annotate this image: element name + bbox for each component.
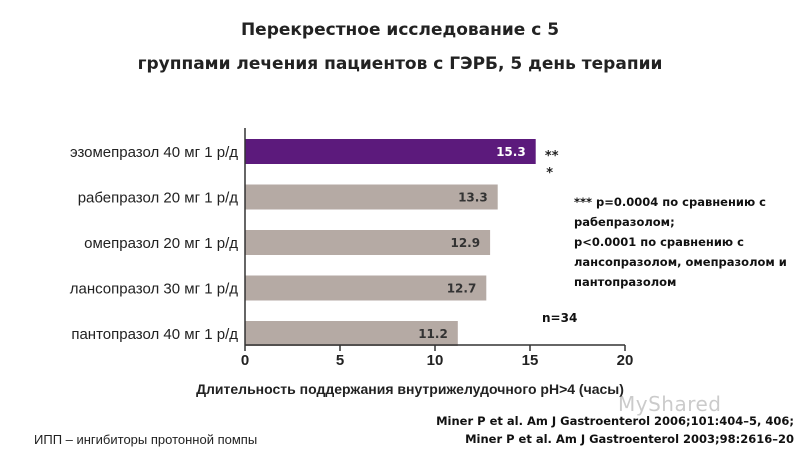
category-label: эзомепразол 40 мг 1 р/д bbox=[70, 144, 238, 161]
bar-value-label: 15.3 bbox=[496, 145, 526, 159]
bar bbox=[245, 230, 491, 255]
reference-line: Miner P et al. Am J Gastroenterol 2006;1… bbox=[436, 414, 794, 428]
x-axis-label: Длительность поддержания внутрижелудочно… bbox=[196, 381, 624, 397]
bar bbox=[245, 275, 487, 301]
chart-title-line-1: Перекрестное исследование с 5 bbox=[240, 20, 560, 40]
category-label: пантопразол 40 мг 1 р/д bbox=[71, 326, 238, 343]
category-label: лансопразол 30 мг 1 р/д bbox=[70, 281, 238, 298]
x-tick-label: 20 bbox=[617, 352, 634, 369]
footnote-line: лансопразолом, омепразолом и bbox=[574, 255, 787, 269]
significance-marks: *** bbox=[545, 149, 559, 181]
footnote-line: рабепразолом; bbox=[574, 215, 675, 229]
sample-size-label: n=34 bbox=[542, 311, 578, 325]
bar-value-label: 13.3 bbox=[458, 191, 488, 205]
x-tick-label: 10 bbox=[427, 352, 444, 369]
reference-line: Miner P et al. Am J Gastroenterol 2003;9… bbox=[465, 432, 794, 446]
category-labels: эзомепразол 40 мг 1 р/д рабепразол 20 мг … bbox=[70, 144, 238, 343]
bar bbox=[245, 321, 458, 346]
x-tick-label: 5 bbox=[336, 352, 344, 369]
bar-value-label: 11.2 bbox=[418, 327, 448, 341]
bars-group: 15.3 13.3 12.9 12.7 11.2 bbox=[245, 139, 536, 346]
x-axis: 0 5 10 15 20 bbox=[241, 128, 634, 369]
x-tick-label: 0 bbox=[241, 352, 249, 369]
category-label: рабепразол 20 мг 1 р/д bbox=[78, 190, 239, 207]
chart-title-line-2: группами лечения пациентов с ГЭРБ, 5 ден… bbox=[137, 54, 663, 74]
significance-mark: * bbox=[546, 166, 553, 181]
significance-mark: ** bbox=[545, 149, 559, 164]
references: Miner P et al. Am J Gastroenterol 2006;1… bbox=[436, 412, 794, 448]
footnote-line: *** p=0.0004 по сравнению с bbox=[574, 195, 766, 209]
abbreviation-note: ИПП – ингибиторы протонной помпы bbox=[34, 432, 258, 447]
footnote-line: p<0.0001 по сравнению с bbox=[574, 235, 744, 249]
x-tick-label: 15 bbox=[522, 352, 539, 369]
watermark: MyShared bbox=[618, 392, 722, 416]
bar bbox=[245, 184, 498, 210]
bar-value-label: 12.9 bbox=[450, 236, 480, 250]
bar bbox=[245, 139, 536, 164]
category-label: омепразол 20 мг 1 р/д bbox=[84, 235, 238, 252]
statistical-footnote: *** p=0.0004 по сравнению с рабепразолом… bbox=[574, 192, 796, 292]
bar-value-label: 12.7 bbox=[447, 282, 477, 296]
footnote-line: пантопразолом bbox=[574, 275, 677, 289]
